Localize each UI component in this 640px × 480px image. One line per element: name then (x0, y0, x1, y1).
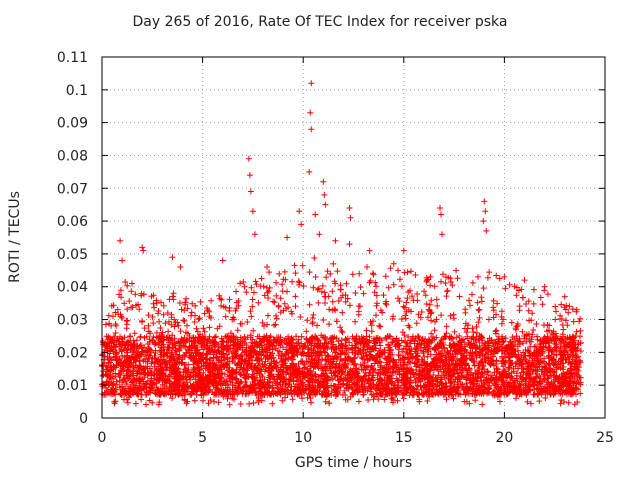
scatter-point (481, 198, 488, 205)
scatter-points-cloud (99, 255, 584, 408)
scatter-point (117, 237, 124, 244)
scatter-point (437, 204, 444, 211)
scatter-point (501, 273, 508, 280)
y-tick-label: 0.02 (57, 345, 88, 361)
scatter-point (308, 80, 315, 87)
chart-title: Day 265 of 2016, Rate Of TEC Index for r… (132, 14, 508, 30)
scatter-point (400, 247, 407, 254)
scatter-point (306, 168, 313, 175)
plot-frame (101, 56, 606, 419)
scatter-point (561, 293, 568, 300)
y-tick-label: 0.05 (57, 247, 88, 263)
y-tick-label: 0.06 (57, 214, 88, 230)
x-tick-label: 0 (98, 430, 107, 446)
scatter-point (219, 257, 226, 264)
y-tick-label: 0.07 (57, 181, 88, 197)
y-tick-label: 0.11 (57, 50, 88, 66)
scatter-point (298, 221, 305, 228)
scatter-point (480, 218, 487, 225)
y-tick-label: 0.01 (57, 378, 88, 394)
scatter-point (573, 306, 580, 313)
scatter-point (482, 208, 489, 215)
scatter-point (541, 283, 548, 290)
scatter-point (439, 231, 446, 238)
scatter-point (390, 260, 397, 267)
scatter-point (169, 254, 176, 261)
scatter-point (332, 237, 339, 244)
scatter-point (347, 214, 354, 221)
y-tick-label: 0.1 (66, 83, 88, 99)
y-tick-label: 0.04 (57, 280, 88, 296)
x-tick-label: 5 (198, 430, 207, 446)
scatter-point (320, 178, 327, 185)
scatter-point (246, 172, 253, 179)
axis-ticks: 0 5 10 15 20 25 0 0.01 0.02 0.03 0.04 0.05 0.06 0.07 0… (57, 50, 614, 446)
scatter-point (140, 247, 147, 254)
scatter-point (247, 188, 254, 195)
scatter-point (177, 264, 184, 271)
scatter-point (307, 109, 314, 116)
x-tick-label: 25 (596, 430, 614, 446)
scatter-point (312, 211, 319, 218)
x-tick-label: 15 (395, 430, 413, 446)
x-axis-label: GPS time / hours (294, 455, 413, 471)
scatter-point (322, 201, 329, 208)
scatter-point (483, 227, 490, 234)
y-tick-label: 0 (79, 411, 88, 427)
y-tick-label: 0.08 (57, 148, 88, 164)
scatter-point (316, 231, 323, 238)
scatter-point (521, 277, 528, 284)
scatter-point (119, 257, 126, 264)
scatter-point (139, 244, 146, 251)
y-tick-label: 0.09 (57, 116, 88, 132)
scatter-point (251, 231, 258, 238)
scatter-point (366, 247, 373, 254)
scatter-point (263, 264, 270, 271)
scatter-point (453, 267, 460, 274)
scatter-point (249, 208, 256, 215)
scatter-point (346, 241, 353, 248)
x-tick-label: 20 (495, 430, 513, 446)
scatter-point (296, 208, 303, 215)
y-tick-label: 0.03 (57, 313, 88, 329)
data-points (99, 80, 584, 408)
scatter-point (284, 234, 291, 241)
scatter-point (308, 126, 315, 133)
scatter-point (438, 211, 445, 218)
scatter-point (245, 155, 252, 162)
scatter-point (321, 191, 328, 198)
x-tick-label: 10 (294, 430, 312, 446)
scatter-point (346, 204, 353, 211)
